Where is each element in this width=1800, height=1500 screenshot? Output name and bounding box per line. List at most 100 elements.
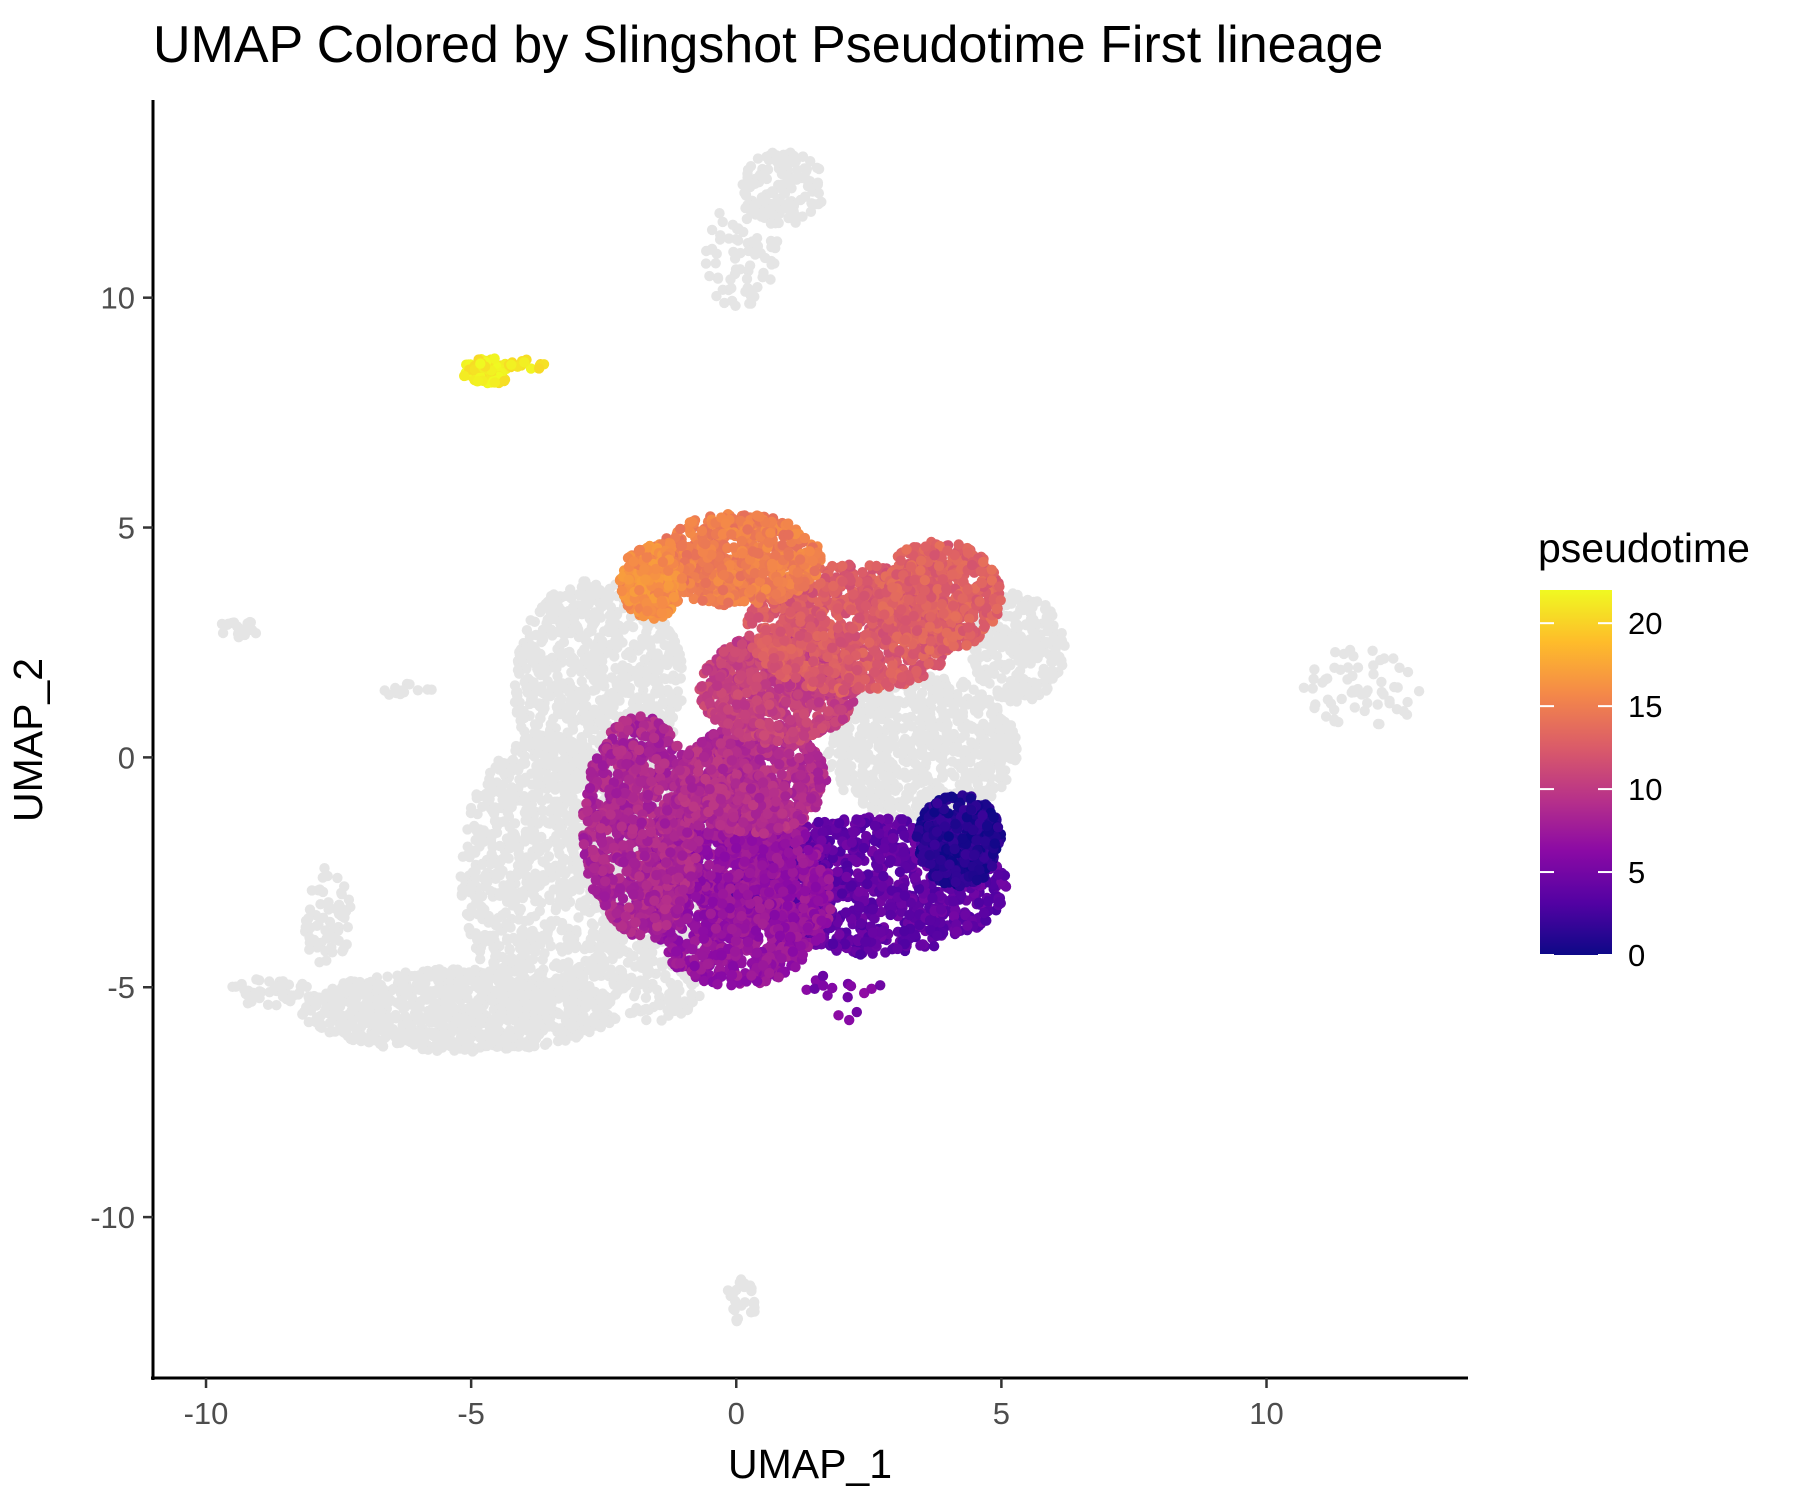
data-point [601,1015,612,1026]
data-point [465,1005,476,1016]
data-point [217,627,229,639]
data-point [378,989,390,1001]
data-point [346,1017,358,1028]
data-point [532,748,543,759]
data-point [660,970,671,981]
data-point [507,828,518,839]
data-point [494,759,505,771]
data-point [726,283,737,294]
data-point [978,675,989,687]
data-point [541,618,552,629]
data-point [1374,718,1385,730]
data-point [874,785,885,797]
data-point [1028,596,1040,608]
data-point [596,641,607,652]
data-point [420,985,431,997]
data-point [1389,681,1400,693]
data-point [520,1011,531,1022]
data-point [414,1026,425,1038]
data-point [539,984,550,996]
data-point [854,707,866,719]
data-point [768,209,779,221]
data-point [379,685,390,696]
data-point [706,243,718,255]
data-point [594,632,605,643]
data-point [324,1017,336,1029]
data-point [778,149,789,160]
data-point [1376,686,1388,698]
data-point [996,781,1007,793]
data-point [533,730,545,741]
data-point [477,858,488,869]
data-point [797,211,808,222]
data-point [741,273,753,285]
data-point [377,1041,389,1052]
data-point [848,776,860,788]
data-point [656,1015,667,1026]
data-point [553,838,564,849]
data-point [351,1028,363,1039]
data-point [350,996,361,1007]
data-point [1325,698,1337,709]
data-point [244,616,256,628]
data-point [564,701,576,712]
data-point [480,788,492,800]
data-point [1041,612,1052,623]
data-point [336,889,347,900]
data-point [545,728,556,740]
data-point [320,925,331,936]
data-point [530,629,542,641]
data-point [886,721,897,732]
data-point [510,966,521,977]
data-point [239,984,250,996]
data-point [749,291,760,302]
data-point [485,767,496,778]
data-point [506,796,517,807]
data-point [712,273,724,284]
data-point [864,776,876,787]
data-point [1376,676,1387,688]
data-point [974,689,986,700]
data-point [968,773,979,784]
data-point [584,1026,595,1038]
data-point [1032,686,1043,697]
data-point [883,707,894,718]
data-point [488,957,499,968]
data-point [579,683,590,694]
data-point [543,851,555,862]
data-point [1402,696,1413,708]
data-point [558,877,569,888]
data-point [835,745,847,756]
data-point [664,988,675,1000]
data-point [824,746,835,757]
data-point [388,983,399,995]
data-point [372,979,383,990]
data-point [497,962,509,974]
data-point [633,693,644,704]
data-point [795,194,806,206]
data-point [811,162,823,173]
data-point [572,753,584,765]
data-point [872,723,883,735]
data-point [1052,640,1064,651]
data-point [751,233,763,244]
data-point [773,217,784,229]
data-point [887,734,898,746]
data-point [472,934,483,945]
data-point [582,608,593,619]
data-point [938,767,949,779]
data-point [623,620,634,631]
data-point [556,925,567,936]
data-point [486,848,497,860]
data-point [648,649,659,660]
data-point [597,958,608,969]
data-point [752,282,763,293]
data-point [877,733,889,744]
data-point [579,630,591,642]
data-point [629,991,640,1002]
data-point [262,999,274,1010]
data-point [520,815,531,826]
data-point [732,235,744,246]
data-point [938,757,949,768]
data-point [544,818,556,829]
